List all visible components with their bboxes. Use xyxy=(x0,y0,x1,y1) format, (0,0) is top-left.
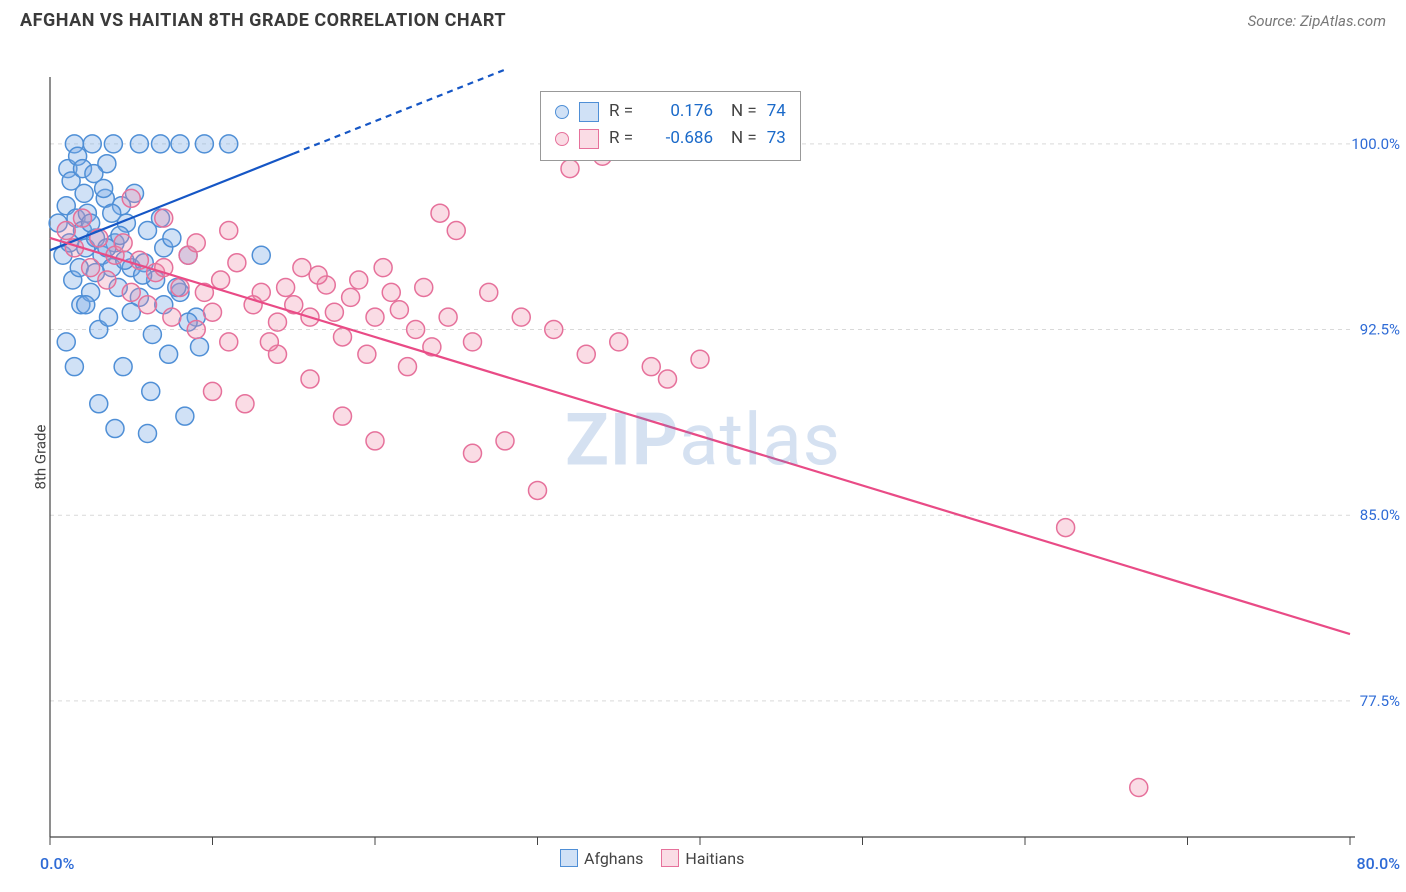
r-label: R = xyxy=(609,125,633,152)
chart-title: AFGHAN VS HAITIAN 8TH GRADE CORRELATION … xyxy=(20,10,506,31)
legend-swatch xyxy=(560,849,578,867)
legend-item: Haitians xyxy=(661,849,744,868)
scatter-chart: 77.5% 85.0% 92.5% 100.0% 0.0% 80.0% Afghans Hai… xyxy=(0,37,1406,877)
legend-marker-icon xyxy=(555,105,569,119)
n-value: 73 xyxy=(767,125,786,152)
legend-color-swatch xyxy=(579,102,599,122)
n-label: N = xyxy=(731,98,757,125)
svg-text:92.5%: 92.5% xyxy=(1360,321,1400,339)
svg-text:85.0%: 85.0% xyxy=(1360,506,1400,524)
n-value: 74 xyxy=(767,98,786,125)
legend-label: Haitians xyxy=(685,849,744,868)
r-value: 0.176 xyxy=(643,98,713,125)
n-label: N = xyxy=(731,125,757,152)
series-legend: Afghans Haitians xyxy=(560,849,960,868)
legend-swatch xyxy=(661,849,679,867)
r-value: -0.686 xyxy=(643,125,713,152)
source-attribution: Source: ZipAtlas.com xyxy=(1248,12,1386,30)
svg-text:80.0%: 80.0% xyxy=(1356,854,1400,873)
chart-area: 8th Grade ZIPatlas 77.5%85.0%92.5%100.0%… xyxy=(0,37,1406,877)
y-axis-label: 8th Grade xyxy=(31,425,49,490)
svg-text:77.5%: 77.5% xyxy=(1360,692,1400,710)
legend-row: R = -0.686 N = 73 xyxy=(555,125,786,152)
svg-text:100.0%: 100.0% xyxy=(1351,135,1400,153)
legend-label: Afghans xyxy=(584,849,643,868)
correlation-legend: R = 0.176 N = 74 R = -0.686 N = 73 xyxy=(540,91,801,161)
svg-text:0.0%: 0.0% xyxy=(40,854,75,873)
legend-item: Afghans xyxy=(560,849,643,868)
legend-marker-icon xyxy=(555,132,569,146)
legend-color-swatch xyxy=(579,129,599,149)
legend-row: R = 0.176 N = 74 xyxy=(555,98,786,125)
r-label: R = xyxy=(609,98,633,125)
